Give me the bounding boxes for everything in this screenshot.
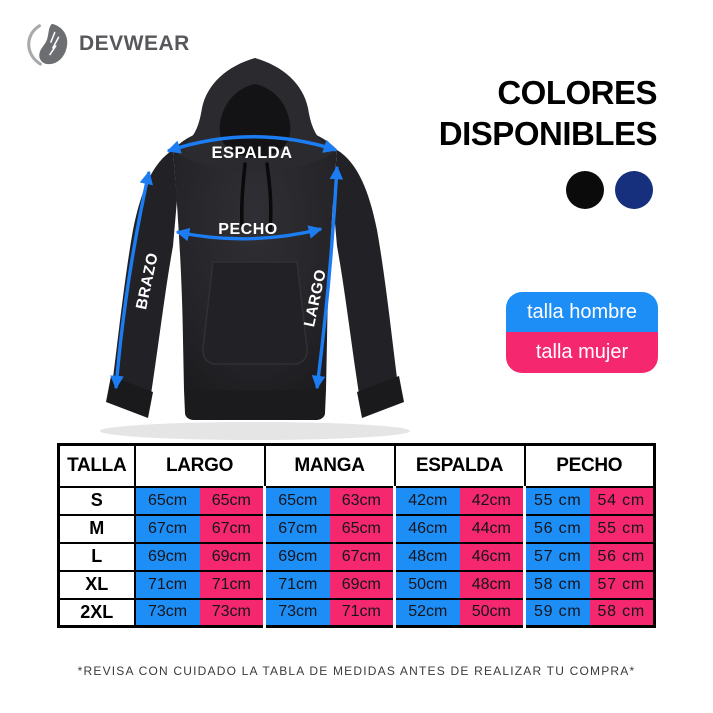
manga-hombre-value: 69cm: [263, 541, 330, 571]
hoodie-right-sleeve: [333, 150, 397, 394]
largo-arrow: [311, 165, 344, 390]
table-row: 2XL 73cm 73cm 73cm 71cm 52cm 50cm 59 cm …: [58, 597, 655, 627]
size-label: M: [58, 513, 136, 543]
manga-mujer-value: 69cm: [329, 569, 395, 599]
espalda-hombre-value: 52cm: [393, 597, 460, 627]
size-table: TALLA LARGO MANGA ESPALDA PECHO S 65cm 6…: [57, 443, 656, 628]
hoodie-pocket: [202, 261, 308, 365]
espalda-arrow: [166, 135, 338, 154]
espalda-mujer-value: 48cm: [459, 569, 525, 599]
largo-mujer-value: 65cm: [199, 485, 265, 515]
manga-hombre-value: 71cm: [263, 569, 330, 599]
pecho-hombre-value: 57 cm: [523, 541, 590, 571]
hoodie-drawstring-right: [265, 162, 273, 232]
largo-hombre-value: 65cm: [134, 485, 200, 515]
pecho-mujer-value: 54 cm: [589, 485, 655, 515]
espalda-mujer-value: 46cm: [459, 541, 525, 571]
largo-mujer-value: 67cm: [199, 513, 265, 543]
largo-mujer-value: 69cm: [199, 541, 265, 571]
espalda-mujer-value: 44cm: [459, 513, 525, 543]
hoodie-diagram: ESPALDA PECHO BRAZO LARGO: [95, 50, 435, 450]
colors-title: COLORES DISPONIBLES: [438, 72, 658, 154]
brazo-arrow: [110, 170, 153, 390]
pecho-label: PECHO: [218, 221, 277, 238]
espalda-mujer-value: 50cm: [459, 597, 525, 627]
pecho-hombre-value: 55 cm: [523, 485, 590, 515]
hoodie-hem: [184, 390, 326, 420]
manga-hombre-value: 65cm: [263, 485, 330, 515]
hoodie-shadow: [100, 422, 410, 440]
espalda-hombre-value: 46cm: [393, 513, 460, 543]
espalda-label: ESPALDA: [211, 144, 292, 162]
size-label: L: [58, 541, 136, 571]
hoodie-drawstring-left: [240, 162, 247, 228]
pecho-mujer-value: 56 cm: [589, 541, 655, 571]
largo-hombre-value: 73cm: [134, 597, 200, 627]
colors-title-line2: DISPONIBLES: [438, 115, 658, 152]
pecho-hombre-value: 58 cm: [523, 569, 590, 599]
table-row: XL 71cm 71cm 71cm 69cm 50cm 48cm 58 cm 5…: [58, 569, 655, 599]
table-row: L 69cm 69cm 69cm 67cm 48cm 46cm 57 cm 56…: [58, 541, 655, 571]
header-largo: LARGO: [133, 444, 265, 487]
hoodie-right-cuff: [357, 376, 404, 418]
pecho-mujer-value: 57 cm: [589, 569, 655, 599]
largo-hombre-value: 67cm: [134, 513, 200, 543]
espalda-mujer-value: 42cm: [459, 485, 525, 515]
talla-hombre-badge: talla hombre: [506, 292, 658, 332]
color-swatch-navy: [615, 171, 653, 209]
manga-hombre-value: 67cm: [263, 513, 330, 543]
brand-logo: DEVWEAR: [26, 20, 190, 68]
pecho-hombre-value: 56 cm: [523, 513, 590, 543]
espalda-hombre-value: 48cm: [393, 541, 460, 571]
pecho-mujer-value: 58 cm: [589, 597, 655, 627]
manga-mujer-value: 65cm: [329, 513, 395, 543]
purchase-warning: *REVISA CON CUIDADO LA TABLA DE MEDIDAS …: [77, 664, 636, 678]
table-row: M 67cm 67cm 67cm 65cm 46cm 44cm 56 cm 55…: [58, 513, 655, 543]
color-swatch-black: [566, 171, 604, 209]
size-label: 2XL: [58, 597, 136, 627]
pecho-arrow: [175, 225, 323, 242]
size-label: XL: [58, 569, 136, 599]
largo-mujer-value: 71cm: [199, 569, 265, 599]
pecho-mujer-value: 55 cm: [589, 513, 655, 543]
size-legend: talla hombre talla mujer: [506, 292, 658, 373]
espalda-hombre-value: 42cm: [393, 485, 460, 515]
talla-mujer-badge: talla mujer: [506, 332, 658, 373]
brand-name: DEVWEAR: [79, 32, 190, 55]
size-label: S: [58, 485, 136, 515]
table-header-row: TALLA LARGO MANGA ESPALDA PECHO: [58, 444, 655, 487]
colors-title-line1: COLORES: [497, 74, 657, 111]
header-pecho: PECHO: [523, 444, 655, 487]
header-espalda: ESPALDA: [393, 444, 525, 487]
header-manga: MANGA: [263, 444, 395, 487]
manga-mujer-value: 63cm: [329, 485, 395, 515]
largo-mujer-value: 73cm: [199, 597, 265, 627]
manga-hombre-value: 73cm: [263, 597, 330, 627]
table-row: S 65cm 65cm 65cm 63cm 42cm 42cm 55 cm 54…: [58, 485, 655, 515]
hoodie-hood-opening: [219, 84, 291, 158]
header-talla: TALLA: [58, 444, 135, 487]
hoodie-illustration: ESPALDA PECHO BRAZO LARGO: [100, 58, 410, 440]
pecho-hombre-value: 59 cm: [523, 597, 590, 627]
largo-hombre-value: 71cm: [134, 569, 200, 599]
espalda-hombre-value: 50cm: [393, 569, 460, 599]
devwear-logo-icon: [27, 23, 68, 66]
manga-mujer-value: 67cm: [329, 541, 395, 571]
color-swatches: [566, 171, 653, 209]
largo-hombre-value: 69cm: [134, 541, 200, 571]
manga-mujer-value: 71cm: [329, 597, 395, 627]
